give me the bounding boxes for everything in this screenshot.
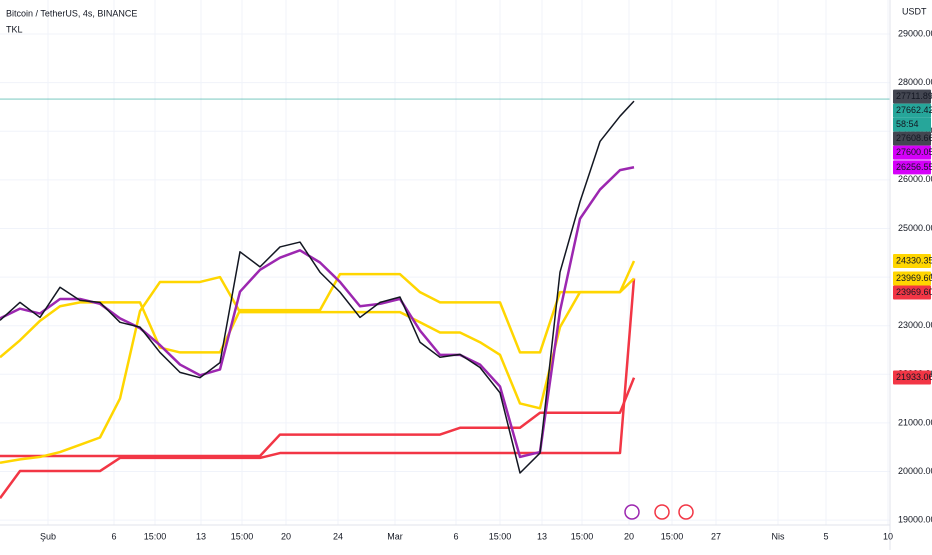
price-label-box	[893, 103, 931, 118]
price-label: 23969.60	[896, 273, 932, 283]
y-tick-label: 19000.00	[898, 515, 932, 525]
x-tick-label: 27	[711, 531, 721, 541]
y-tick-label: 23000.00	[898, 320, 932, 330]
y-tick-label: 28000.00	[898, 77, 932, 87]
price-label-box	[893, 254, 931, 269]
x-tick-label: 15:00	[489, 531, 512, 541]
x-tick-label: 20	[624, 531, 634, 541]
x-tick-label: 15:00	[571, 531, 594, 541]
indicator-title: TKL	[6, 24, 23, 34]
x-tick-label: 15:00	[144, 531, 167, 541]
price-label: 27711.89	[896, 91, 932, 101]
y-tick-label: 29000.00	[898, 28, 932, 38]
x-tick-label: 6	[453, 531, 458, 541]
event-icon[interactable]	[678, 504, 694, 520]
price-label: 26256.55	[896, 162, 932, 172]
event-icon[interactable]	[654, 504, 670, 520]
x-tick-label: 10	[883, 531, 893, 541]
y-tick-label: 25000.00	[898, 223, 932, 233]
series-line	[0, 260, 636, 359]
unit-label: USDT	[902, 6, 927, 16]
price-label: 27608.66	[896, 133, 932, 143]
price-label-box	[893, 145, 931, 160]
countdown: 58:54	[896, 119, 919, 129]
price-label-box	[893, 131, 931, 146]
price-label-box	[893, 370, 931, 385]
price-label-box	[893, 89, 931, 104]
series-line	[0, 377, 636, 458]
price-label: 27600.05	[896, 147, 932, 157]
x-tick-label: 6	[111, 531, 116, 541]
event-icons	[624, 504, 694, 520]
event-icon[interactable]	[624, 504, 640, 520]
x-tick-label: Nis	[772, 531, 785, 541]
y-tick-label: 21000.00	[898, 417, 932, 427]
x-tick-label: 15:00	[661, 531, 684, 541]
price-label: 23969.60	[896, 287, 932, 297]
plot	[0, 98, 890, 500]
x-tick-label: Mar	[387, 531, 403, 541]
x-tick-label: 24	[333, 531, 343, 541]
chart-title: Bitcoin / TetherUS, 4s, BINANCE	[6, 8, 137, 18]
y-tick-label: 20000.00	[898, 466, 932, 476]
series-line	[0, 100, 635, 474]
y-tick-label: 26000.00	[898, 174, 932, 184]
countdown-box	[893, 117, 931, 132]
labels: 19000.0020000.0021000.0022000.0023000.00…	[40, 28, 932, 541]
price-label-box	[893, 285, 931, 300]
x-tick-label: 13	[196, 531, 206, 541]
series-line	[0, 275, 635, 465]
x-tick-label: 20	[281, 531, 291, 541]
grid	[0, 0, 890, 525]
price-label-box	[893, 271, 931, 286]
price-label: 24330.35	[896, 255, 932, 265]
x-tick-label: 13	[537, 531, 547, 541]
x-tick-label: 5	[823, 531, 828, 541]
x-tick-label: Şub	[40, 531, 56, 541]
price-label-box	[893, 160, 931, 175]
price-label: 21933.06	[896, 372, 932, 382]
price-label: 27662.42	[896, 105, 932, 115]
x-tick-label: 15:00	[231, 531, 254, 541]
